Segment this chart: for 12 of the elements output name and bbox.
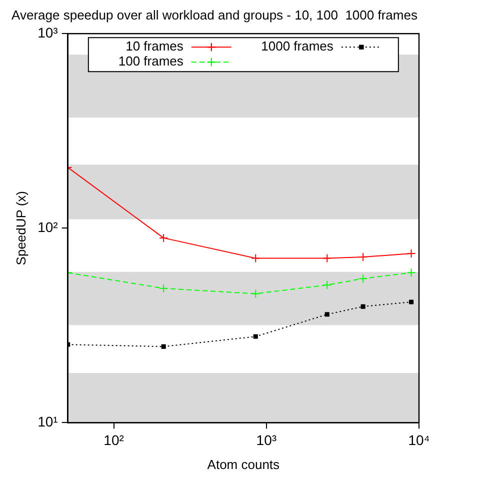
y-tick-label: 10¹ [38,413,58,430]
x-tick-label: 10⁴ [408,432,430,448]
y-tick-label: 10³ [38,24,58,40]
legend-label: 1000 frames [261,38,334,54]
legend-label: 100 frames [118,54,184,69]
legend-label: 10 frames [126,38,184,54]
x-axis-title: Atom counts [207,456,280,472]
x-tick-label: 10³ [256,432,277,448]
y-tick-label: 10² [38,218,58,235]
chart-title: Average speedup over all workload and groups - 10, 100 1000 frames [12,7,418,22]
x-tick-label: 10² [104,432,124,448]
y-axis-title: SpeedUP (x) [13,191,28,266]
